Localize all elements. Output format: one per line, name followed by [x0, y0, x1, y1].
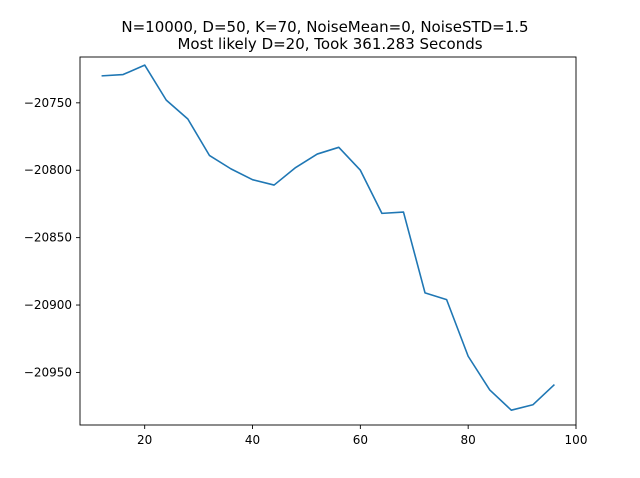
- y-tick-label: −20850: [24, 231, 72, 245]
- x-tick-label: 20: [137, 433, 152, 447]
- x-tick-label: 60: [353, 433, 368, 447]
- y-tick-label: −20800: [24, 163, 72, 177]
- axes-frame: [79, 56, 577, 426]
- y-tick-label: −20750: [24, 96, 72, 110]
- chart-subtitle: Most likely D=20, Took 361.283 Seconds: [177, 35, 482, 53]
- y-tick-label: −20950: [24, 365, 72, 379]
- chart-title: N=10000, D=50, K=70, NoiseMean=0, NoiseS…: [121, 18, 528, 36]
- x-tick-label: 100: [565, 433, 588, 447]
- x-tick-label: 80: [461, 433, 476, 447]
- x-tick-label: 40: [245, 433, 260, 447]
- series-line-0: [101, 64, 555, 411]
- plot-area: 20 40 60 80 100 −20950 −20900 −20850 −20800 −2075…: [24, 56, 588, 447]
- y-tick-label: −20900: [24, 298, 72, 312]
